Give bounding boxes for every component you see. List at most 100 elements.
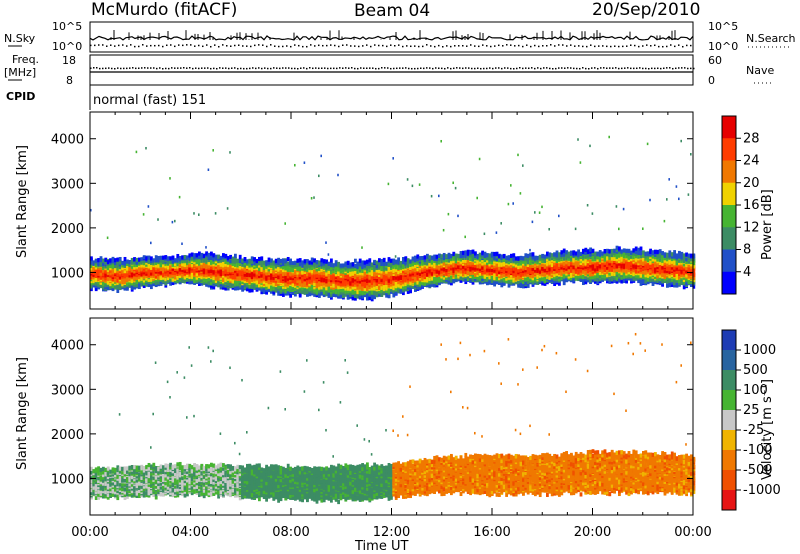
noise-tick-low-left: 10^0	[52, 40, 82, 53]
echo-cell	[409, 289, 412, 294]
echo-scatter	[181, 242, 183, 246]
echo-scatter	[212, 149, 214, 152]
echo-cell	[526, 258, 530, 263]
echo-cell	[342, 290, 345, 295]
echo-cell	[310, 260, 314, 265]
echo-cell	[306, 259, 309, 264]
echo-cell	[462, 264, 465, 269]
echo-scatter	[310, 196, 313, 200]
echo-cell	[358, 281, 362, 286]
echo-cell	[133, 271, 136, 276]
noise-search-dot	[270, 44, 272, 46]
echo-cell	[325, 292, 328, 297]
echo-cell	[351, 292, 355, 297]
echo-cell	[250, 259, 254, 264]
echo-cell	[210, 280, 213, 286]
echo-cell	[454, 277, 458, 282]
echo-cell	[104, 264, 108, 269]
noise-search-dot	[654, 44, 656, 47]
echo-cell	[351, 281, 355, 287]
echo-cell	[538, 278, 542, 283]
echo-cell	[253, 264, 256, 269]
echo-cell	[428, 268, 432, 273]
echo-cell	[385, 293, 388, 298]
echo-scatter	[394, 255, 397, 258]
echo-scatter	[517, 153, 519, 157]
nave-dot	[285, 67, 287, 69]
echo-cell	[483, 277, 487, 283]
echo-cell	[462, 275, 465, 280]
echo-cell	[154, 263, 158, 268]
echo-cell	[356, 276, 360, 282]
nave-dot	[390, 67, 392, 70]
noise-search-dot	[562, 44, 564, 46]
echo-cell	[145, 267, 148, 272]
echo-cell	[104, 282, 108, 287]
noise-search-dot	[218, 45, 220, 48]
echo-cell	[238, 254, 242, 260]
echo-cell	[246, 264, 249, 269]
noise-search-dot	[194, 45, 196, 47]
nave-dot	[234, 67, 236, 69]
echo-cell	[274, 258, 278, 263]
echo-cell	[346, 295, 350, 300]
echo-cell	[253, 285, 256, 290]
echo-cell	[186, 264, 189, 270]
nave-dot	[579, 67, 581, 70]
nave-dot	[666, 67, 668, 69]
echo-cell	[174, 275, 177, 280]
echo-cell	[514, 265, 518, 270]
echo-cell	[387, 280, 391, 286]
nave-dot	[174, 67, 176, 69]
noise-search-dot	[374, 44, 376, 46]
echo-cell	[140, 260, 144, 265]
echo-cell	[534, 279, 537, 284]
echo-cell	[106, 275, 110, 280]
echo-cell	[507, 283, 511, 288]
echo-cell	[229, 265, 232, 270]
echo-cell	[529, 263, 532, 268]
echo-cell	[123, 260, 127, 265]
nave-dot	[327, 67, 329, 70]
echo-cell	[483, 251, 487, 256]
echo-cell	[370, 285, 374, 291]
echo-cell	[529, 258, 532, 264]
echo-cell	[459, 251, 463, 256]
echo-cell	[481, 258, 484, 263]
echo-cell	[399, 268, 403, 274]
echo-cell	[370, 277, 374, 282]
nave-dot	[147, 67, 149, 69]
echo-cell	[147, 267, 151, 272]
noise-search-dot	[314, 45, 316, 47]
echo-cell	[363, 270, 367, 275]
nave-dot	[369, 67, 371, 69]
nave-dot	[624, 67, 626, 69]
echo-cell	[514, 263, 518, 268]
echo-cell	[459, 257, 463, 262]
echo-cell	[246, 273, 249, 278]
echo-cell	[416, 283, 420, 288]
echo-cell	[435, 254, 439, 259]
echo-cell	[457, 256, 460, 261]
noise-search-dot	[550, 44, 552, 46]
nave-dot	[204, 67, 206, 69]
echo-cell	[519, 263, 523, 268]
echo-cell	[483, 268, 487, 274]
echo-cell	[219, 280, 223, 285]
noise-search-dot	[510, 44, 512, 46]
nave-dot	[558, 67, 560, 69]
noise-search-dot	[602, 45, 604, 47]
echo-cell	[488, 262, 492, 267]
echo-scatter	[440, 139, 442, 143]
echo-cell	[236, 276, 240, 281]
echo-cell	[406, 289, 410, 294]
echo-cell	[231, 267, 235, 272]
echo-cell	[373, 259, 376, 265]
echo-cell	[462, 269, 465, 274]
echo-cell	[322, 290, 326, 295]
echo-cell	[282, 258, 285, 263]
echo-cell	[274, 288, 278, 293]
echo-cell	[423, 260, 427, 265]
echo-cell	[430, 258, 434, 263]
echo-cell	[164, 277, 168, 282]
